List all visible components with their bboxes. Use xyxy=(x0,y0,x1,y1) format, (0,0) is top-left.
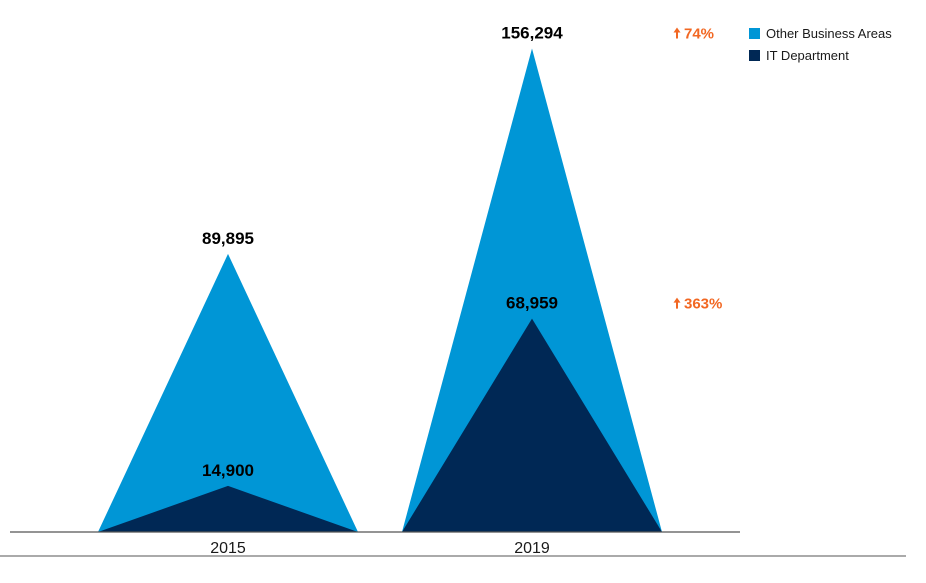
legend: Other Business Areas IT Department xyxy=(749,26,892,63)
legend-swatch xyxy=(749,50,760,61)
value-label-other-business-areas-2015: 89,895 xyxy=(202,229,254,248)
value-labels: 89,895 156,294 14,900 68,959 xyxy=(202,23,563,479)
change-other-business-areas: 74% xyxy=(673,25,714,42)
peak-it-department-2019 xyxy=(402,318,662,532)
value-label-it-department-2015: 14,900 xyxy=(202,461,254,480)
x-tick-labels: 2015 2019 xyxy=(210,540,550,557)
legend-item-other-business-areas: Other Business Areas xyxy=(749,26,892,41)
change-percent: 363% xyxy=(684,296,722,313)
peaks-layer xyxy=(98,48,662,533)
arrow-up-icon xyxy=(673,297,681,309)
legend-label: Other Business Areas xyxy=(766,26,892,41)
x-tick-2019: 2019 xyxy=(514,540,550,557)
value-label-it-department-2019: 68,959 xyxy=(506,294,558,313)
legend-item-it-department: IT Department xyxy=(749,48,849,63)
peak-it-department-2015 xyxy=(98,485,358,532)
arrow-up-icon xyxy=(673,27,681,39)
change-it-department: 363% xyxy=(673,296,722,313)
x-tick-2015: 2015 xyxy=(210,540,246,557)
peak-other-business-areas-2015 xyxy=(98,253,358,533)
legend-label: IT Department xyxy=(766,48,849,63)
change-labels: 74% 363% xyxy=(673,25,722,313)
value-label-other-business-areas-2019: 156,294 xyxy=(501,23,563,42)
change-percent: 74% xyxy=(684,25,714,42)
peak-other-business-areas-2019 xyxy=(402,48,662,532)
legend-swatch xyxy=(749,28,760,39)
